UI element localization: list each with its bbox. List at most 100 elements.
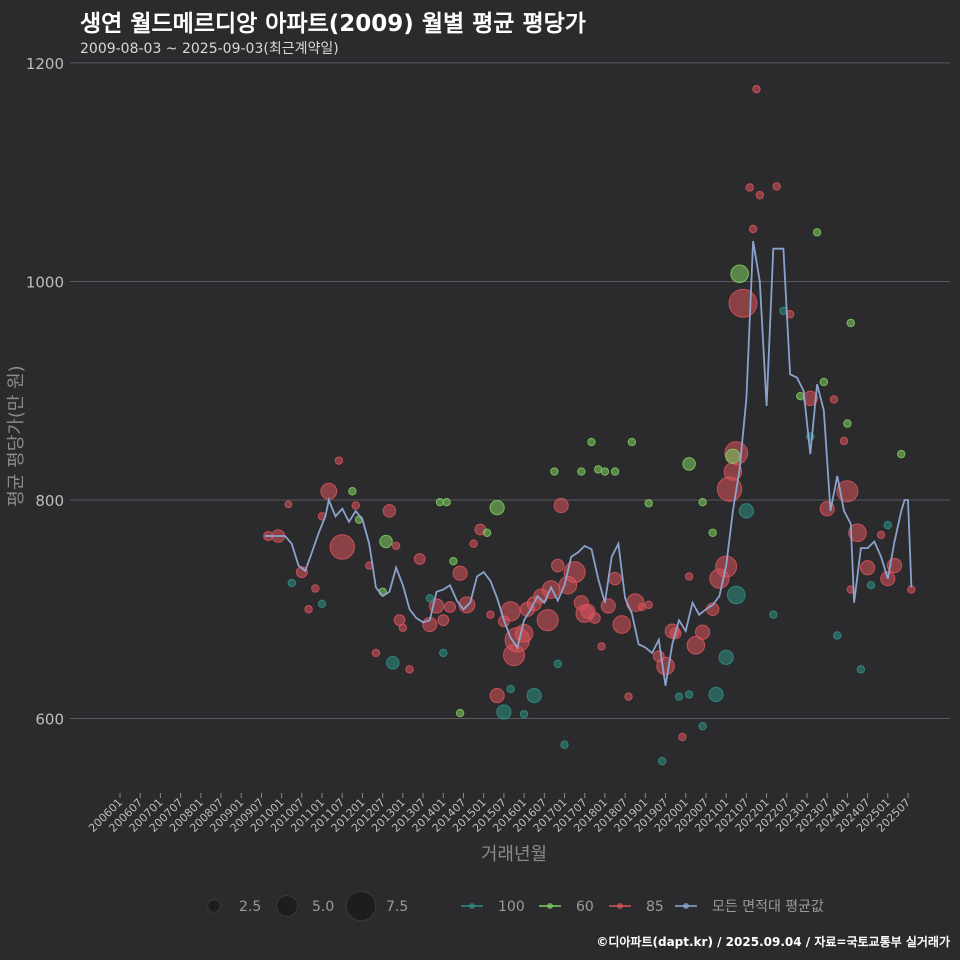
data-point-85 <box>541 580 561 599</box>
data-point-60 <box>489 500 505 516</box>
data-point-100 <box>425 594 435 603</box>
data-point-60 <box>449 556 458 566</box>
data-point-85 <box>452 565 468 581</box>
data-point-85 <box>514 623 534 643</box>
data-point-85 <box>489 687 505 704</box>
data-point-100 <box>856 665 866 674</box>
data-point-85 <box>351 501 360 510</box>
data-point-85 <box>848 523 867 543</box>
data-point-85 <box>284 500 293 509</box>
data-point-60 <box>682 457 696 471</box>
data-point-60 <box>812 228 822 237</box>
data-point-100 <box>526 687 542 704</box>
data-point-85 <box>588 612 601 624</box>
data-point-85 <box>686 636 706 655</box>
data-point-85 <box>728 288 758 318</box>
color-legend-dot <box>617 903 623 909</box>
scatter-points <box>263 84 916 766</box>
data-point-100 <box>287 578 296 588</box>
data-point-60 <box>730 264 749 284</box>
data-point-100 <box>657 756 667 766</box>
data-point-85 <box>748 224 758 234</box>
data-point-85 <box>437 614 450 627</box>
data-point-85 <box>755 190 765 200</box>
data-point-85 <box>644 600 653 610</box>
chart-title: 생연 월드메르디앙 아파트(2009) 월별 평균 평당가 <box>80 11 586 37</box>
data-point-85 <box>772 182 781 191</box>
data-point-85 <box>320 482 338 500</box>
data-point-60 <box>843 419 852 428</box>
data-point-85 <box>839 436 849 446</box>
color-legend-dot <box>547 903 553 909</box>
data-point-100 <box>386 656 400 670</box>
data-point-85 <box>413 553 426 565</box>
data-point-85 <box>553 497 569 514</box>
data-point-100 <box>718 649 734 665</box>
y-tick-label: 800 <box>35 492 64 510</box>
data-point-85 <box>656 656 675 676</box>
data-point-85 <box>551 558 565 573</box>
size-legend-circle <box>276 895 298 917</box>
data-point-60 <box>627 437 637 447</box>
size-legend-circle <box>207 899 221 913</box>
data-point-60 <box>379 534 393 549</box>
y-tick-label: 1000 <box>26 273 64 291</box>
average-line <box>264 240 913 686</box>
color-legend-label: 모든 면적대 평균값 <box>712 899 824 915</box>
data-point-60 <box>819 377 829 387</box>
data-point-85 <box>405 665 414 674</box>
data-point-85 <box>311 584 320 593</box>
data-point-60 <box>577 467 586 476</box>
data-point-85 <box>745 183 754 192</box>
data-point-60 <box>846 318 855 328</box>
data-point-60 <box>348 487 357 496</box>
data-point-100 <box>833 631 842 640</box>
x-axis-title: 거래년월 <box>481 844 547 865</box>
data-point-85 <box>752 84 761 94</box>
data-point-60 <box>708 528 717 537</box>
data-point-60 <box>600 467 610 476</box>
data-point-60 <box>725 448 741 464</box>
data-point-100 <box>726 585 746 605</box>
data-point-85 <box>694 624 711 640</box>
data-point-60 <box>610 467 620 476</box>
data-point-100 <box>883 520 892 530</box>
data-point-85 <box>859 560 876 576</box>
data-point-100 <box>738 503 754 519</box>
data-point-85 <box>597 642 606 651</box>
data-point-100 <box>684 690 694 699</box>
data-point-60 <box>897 449 906 459</box>
data-point-100 <box>698 721 707 731</box>
data-point-85 <box>684 572 694 581</box>
data-point-100 <box>496 704 512 720</box>
average-price-line <box>264 240 913 686</box>
data-point-85 <box>876 530 886 540</box>
data-point-60 <box>644 499 653 508</box>
data-point-85 <box>469 539 478 548</box>
data-point-85 <box>304 605 313 614</box>
data-point-85 <box>371 648 381 658</box>
data-point-85 <box>329 534 355 560</box>
data-point-85 <box>391 541 401 551</box>
data-point-100 <box>708 686 724 703</box>
color-legend-label: 60 <box>576 899 594 915</box>
x-axis-ticks: 2006012006072007012007072008012008072009… <box>86 793 913 835</box>
data-point-100 <box>317 599 327 608</box>
data-point-100 <box>553 659 562 669</box>
y-tick-label: 1200 <box>26 55 64 73</box>
data-point-100 <box>519 709 529 719</box>
data-point-60 <box>455 708 465 718</box>
size-legend-circle <box>345 890 377 922</box>
data-point-85 <box>536 609 559 632</box>
data-point-85 <box>398 623 408 633</box>
data-point-85 <box>600 598 616 614</box>
data-point-100 <box>560 740 569 749</box>
data-point-100 <box>674 692 684 701</box>
size-legend-label: 5.0 <box>312 899 334 915</box>
size-legend-label: 2.5 <box>239 899 261 915</box>
data-point-60 <box>442 497 451 507</box>
data-point-60 <box>482 528 492 537</box>
data-point-85 <box>608 571 622 586</box>
data-point-100 <box>866 581 876 590</box>
